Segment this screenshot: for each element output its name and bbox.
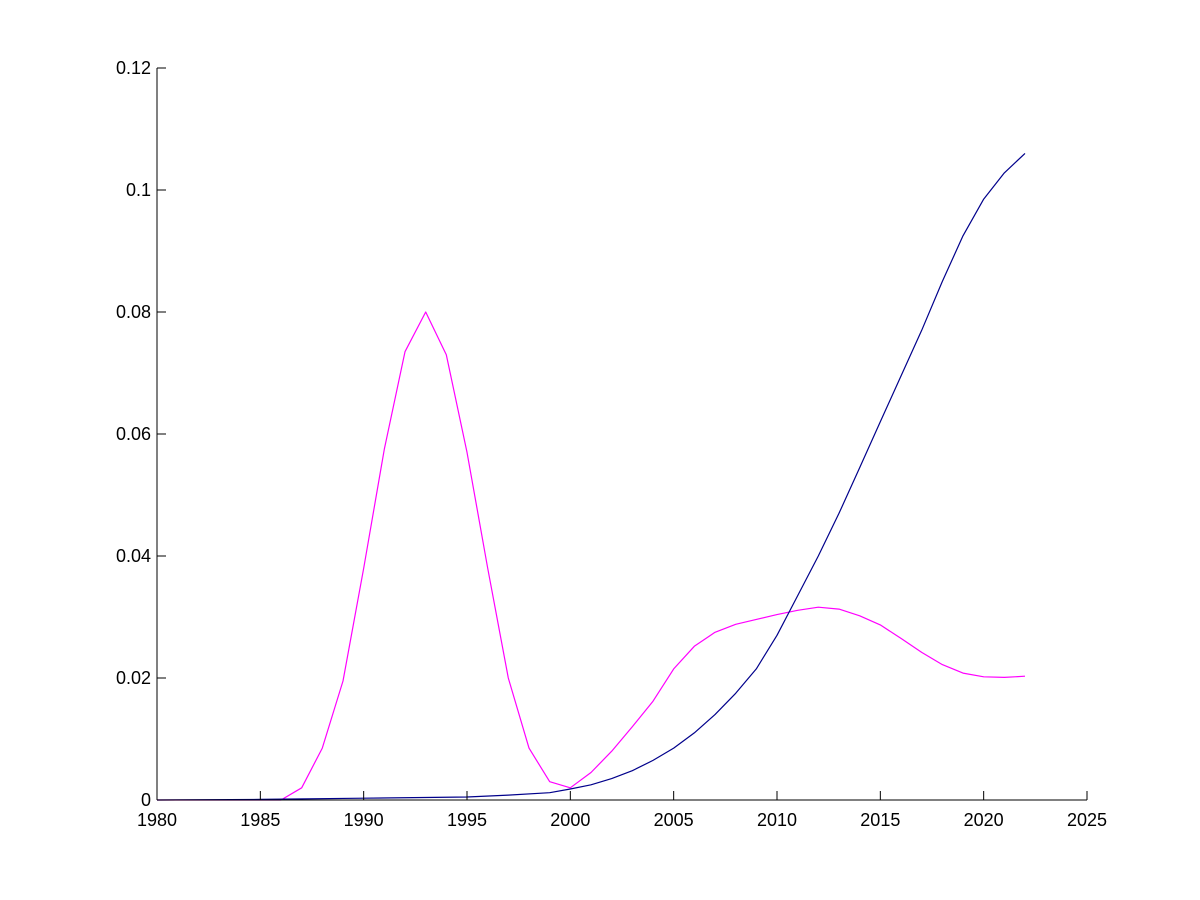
series-line-1 [157, 311, 1026, 801]
x-tick-label: 1995 [447, 810, 487, 830]
x-tick-label: 1985 [240, 810, 280, 830]
x-tick-label: 2010 [757, 810, 797, 830]
y-ticks: 0 0.02 0.04 0.06 0.08 0.1 0.12 [116, 58, 166, 810]
y-tick-label: 0 [141, 790, 151, 810]
y-tick-label: 0.1 [126, 180, 151, 200]
x-tick-label: 1990 [344, 810, 384, 830]
y-tick-label: 0.08 [116, 302, 151, 322]
x-tick-label: 1980 [137, 810, 177, 830]
y-tick-label: 0.04 [116, 546, 151, 566]
series-layer [156, 152, 1026, 801]
x-tick-label: 2020 [964, 810, 1004, 830]
x-ticks: 1980 1985 1990 1995 2000 2005 2010 2015 2020 2025 [137, 791, 1107, 830]
y-tick-label: 0.06 [116, 424, 151, 444]
x-tick-label: 2005 [654, 810, 694, 830]
y-tick-label: 0.12 [116, 58, 151, 78]
series-line-2 [156, 152, 1026, 801]
y-tick-label: 0.02 [116, 668, 151, 688]
x-tick-label: 2000 [550, 810, 590, 830]
x-tick-label: 2015 [860, 810, 900, 830]
x-tick-label: 2025 [1067, 810, 1107, 830]
